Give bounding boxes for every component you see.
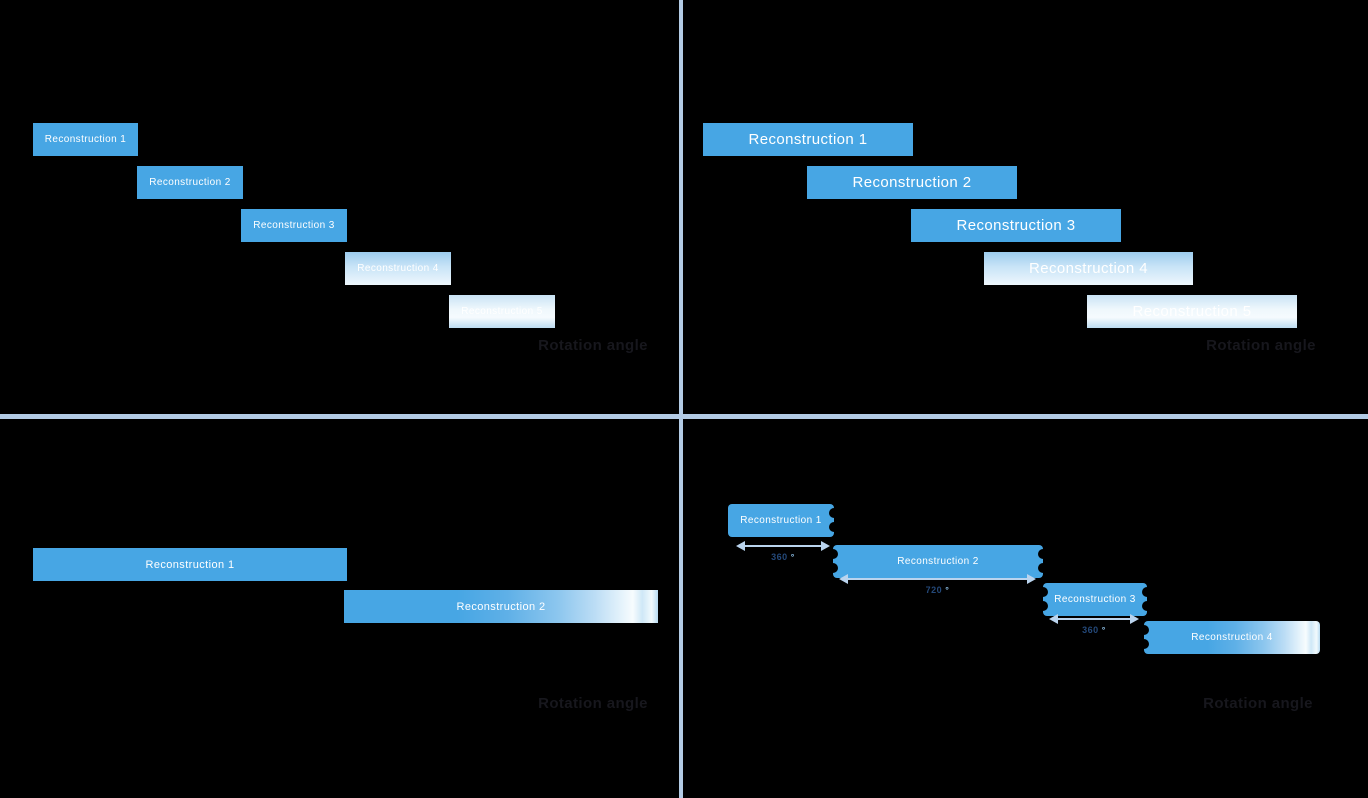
- arrow-head-left-icon: [839, 574, 848, 584]
- rotation-span-arrow: [839, 574, 1036, 584]
- arrow-line: [741, 545, 825, 547]
- torn-edge-notch: [1038, 563, 1048, 574]
- bar-reconstruction-2-top-left: Reconstruction 2: [137, 166, 243, 199]
- bar-label: Reconstruction 5: [461, 306, 543, 317]
- bar-reconstruction-4-top-right: Reconstruction 4: [984, 252, 1193, 285]
- bar-label: Reconstruction 4: [1191, 632, 1273, 643]
- bar-label: Reconstruction 1: [740, 515, 822, 526]
- bar-label: Reconstruction 1: [145, 558, 235, 571]
- degree-symbol: °: [945, 585, 950, 595]
- bar-label: Reconstruction 2: [456, 600, 546, 613]
- bar-reconstruction-2-bottom-right: Reconstruction 2: [828, 545, 1048, 578]
- axis-label-rotation-angle-top-left: Rotation angle: [538, 337, 648, 354]
- bar-reconstruction-1-top-right: Reconstruction 1: [703, 123, 913, 156]
- bar-reconstruction-5-top-right: Reconstruction 5: [1087, 295, 1297, 328]
- arrow-line: [844, 578, 1031, 580]
- torn-edge-notch: [1038, 548, 1048, 559]
- horizontal-divider: [0, 414, 1368, 419]
- arrow-head-right-icon: [821, 541, 830, 551]
- axis-label-rotation-angle-bottom-right: Rotation angle: [1203, 695, 1313, 712]
- torn-edge-notch: [829, 507, 839, 518]
- bar-label: Reconstruction 3: [253, 220, 335, 231]
- torn-edge-notch: [829, 522, 839, 533]
- bar-label: Reconstruction 4: [357, 263, 439, 274]
- bar-label: Reconstruction 2: [897, 556, 979, 567]
- angle-value: 360: [771, 552, 791, 562]
- degree-symbol: °: [790, 552, 795, 562]
- angle-value: 360: [1082, 625, 1102, 635]
- arrow-head-left-icon: [1049, 614, 1058, 624]
- bar-label: Reconstruction 1: [44, 134, 127, 145]
- bar-label: Reconstruction 2: [852, 174, 972, 191]
- rotation-span-arrow: [1049, 614, 1139, 624]
- axis-label-rotation-angle-top-right: Rotation angle: [1206, 337, 1316, 354]
- rotation-span-arrow: [736, 541, 830, 551]
- arrow-head-right-icon: [1027, 574, 1036, 584]
- torn-edge-notch: [1142, 601, 1152, 612]
- degree-symbol: °: [1101, 625, 1106, 635]
- vertical-divider: [679, 0, 683, 798]
- torn-edge-notch: [828, 548, 838, 559]
- torn-edge-notch: [1139, 624, 1149, 635]
- bar-reconstruction-4-bottom-right: Reconstruction 4: [1139, 621, 1320, 654]
- bar-reconstruction-2-bottom-left: Reconstruction 2: [344, 590, 658, 623]
- angle-value: 720: [925, 585, 946, 595]
- torn-edge-notch: [1038, 586, 1048, 597]
- bar-reconstruction-3-top-left: Reconstruction 3: [241, 209, 347, 242]
- angle-value-label: 360 °: [1059, 625, 1129, 635]
- bar-reconstruction-1-bottom-right: Reconstruction 1: [728, 504, 839, 537]
- bar-label: Reconstruction 1: [748, 131, 868, 148]
- arrow-head-left-icon: [736, 541, 745, 551]
- torn-edge-notch: [1139, 639, 1149, 650]
- bar-reconstruction-2-top-right: Reconstruction 2: [807, 166, 1017, 199]
- angle-value-label: 720 °: [903, 585, 973, 595]
- bar-reconstruction-4-top-left: Reconstruction 4: [345, 252, 451, 285]
- bar-reconstruction-1-top-left: Reconstruction 1: [33, 123, 138, 156]
- arrow-line: [1054, 618, 1134, 620]
- bar-reconstruction-3-top-right: Reconstruction 3: [911, 209, 1121, 242]
- torn-edge-notch: [1142, 586, 1152, 597]
- arrow-head-right-icon: [1130, 614, 1139, 624]
- torn-edge-notch: [828, 563, 838, 574]
- bar-label: Reconstruction 4: [1029, 260, 1148, 277]
- angle-value-label: 360 °: [748, 552, 818, 562]
- bar-reconstruction-1-bottom-left: Reconstruction 1: [33, 548, 347, 581]
- bar-label: Reconstruction 5: [1132, 303, 1252, 320]
- axis-label-rotation-angle-bottom-left: Rotation angle: [538, 695, 648, 712]
- bar-reconstruction-3-bottom-right: Reconstruction 3: [1038, 583, 1152, 616]
- torn-edge-notch: [1038, 601, 1048, 612]
- bar-label: Reconstruction 2: [149, 177, 231, 188]
- bar-reconstruction-5-top-left: Reconstruction 5: [449, 295, 555, 328]
- bar-label: Reconstruction 3: [1054, 594, 1136, 605]
- bar-label: Reconstruction 3: [956, 217, 1076, 234]
